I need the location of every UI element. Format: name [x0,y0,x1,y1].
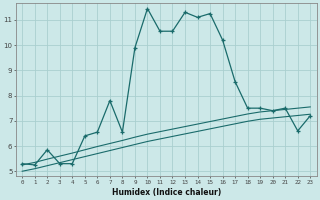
X-axis label: Humidex (Indice chaleur): Humidex (Indice chaleur) [112,188,221,197]
